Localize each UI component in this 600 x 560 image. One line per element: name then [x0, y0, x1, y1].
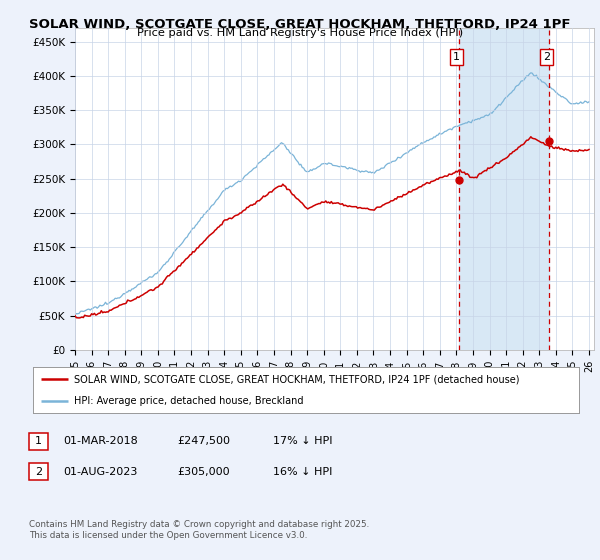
Text: 1: 1 — [35, 436, 42, 446]
Text: HPI: Average price, detached house, Breckland: HPI: Average price, detached house, Brec… — [74, 396, 304, 407]
Bar — [459, 28, 549, 350]
Text: Contains HM Land Registry data © Crown copyright and database right 2025.
This d: Contains HM Land Registry data © Crown c… — [29, 520, 369, 540]
Text: 17% ↓ HPI: 17% ↓ HPI — [273, 436, 332, 446]
Text: £247,500: £247,500 — [177, 436, 230, 446]
Text: Price paid vs. HM Land Registry's House Price Index (HPI): Price paid vs. HM Land Registry's House … — [137, 28, 463, 38]
Text: 2: 2 — [543, 52, 550, 62]
Text: 2: 2 — [35, 466, 42, 477]
Text: SOLAR WIND, SCOTGATE CLOSE, GREAT HOCKHAM, THETFORD, IP24 1PF: SOLAR WIND, SCOTGATE CLOSE, GREAT HOCKHA… — [29, 18, 571, 31]
Text: 01-MAR-2018: 01-MAR-2018 — [63, 436, 138, 446]
Text: £305,000: £305,000 — [177, 466, 230, 477]
Text: SOLAR WIND, SCOTGATE CLOSE, GREAT HOCKHAM, THETFORD, IP24 1PF (detached house): SOLAR WIND, SCOTGATE CLOSE, GREAT HOCKHA… — [74, 374, 520, 384]
Text: 1: 1 — [453, 52, 460, 62]
Text: 16% ↓ HPI: 16% ↓ HPI — [273, 466, 332, 477]
Text: 01-AUG-2023: 01-AUG-2023 — [63, 466, 137, 477]
